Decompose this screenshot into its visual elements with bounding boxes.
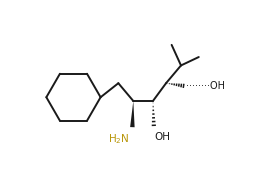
Polygon shape bbox=[130, 101, 135, 127]
Text: ········OH: ········OH bbox=[186, 81, 225, 91]
Text: H$_2$N: H$_2$N bbox=[108, 132, 129, 146]
Text: OH: OH bbox=[155, 132, 171, 142]
